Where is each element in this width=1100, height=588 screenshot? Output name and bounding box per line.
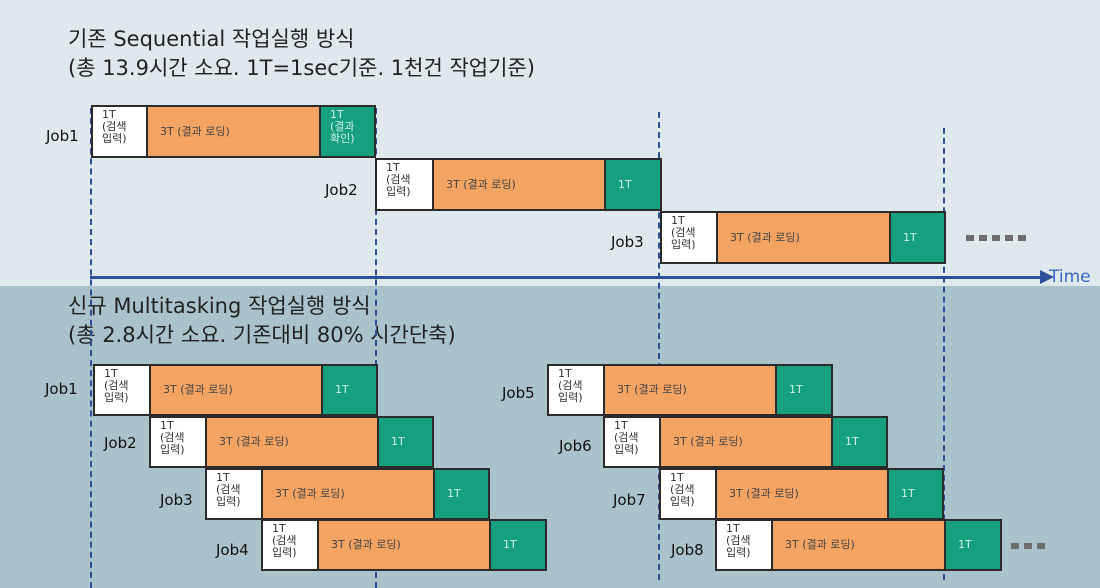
multi-job3-loading-step: 3T (결과 로딩) (261, 468, 435, 520)
seq-job2-loading-step: 3T (결과 로딩) (432, 158, 606, 211)
multi-job2-confirm-step: 1T (377, 416, 434, 468)
multi-job1-confirm-step: 1T (321, 364, 378, 416)
time-marker-line (90, 108, 92, 588)
multi-job2-input-step: 1T (검색 입력) (149, 416, 207, 468)
multi-job-label: Job8 (671, 541, 704, 559)
multi-job6-confirm-step: 1T (831, 416, 888, 468)
seq-job-label: Job3 (611, 233, 644, 251)
multi-job7-confirm-step: 1T (887, 468, 944, 520)
multi-job4-input-step: 1T (검색 입력) (261, 519, 319, 571)
multitasking-title: 신규 Multitasking 작업실행 방식 (68, 294, 371, 318)
multi-job5-loading-step: 3T (결과 로딩) (603, 364, 777, 416)
multi-job7-loading-step: 3T (결과 로딩) (715, 468, 889, 520)
time-axis-label: Time (1049, 267, 1091, 287)
sequential-subtitle: (총 13.9시간 소요. 1T=1sec기준. 1천건 작업기준) (68, 56, 535, 80)
time-marker-line (943, 128, 945, 580)
multi-job-label: Job3 (160, 491, 193, 509)
multi-job-label: Job5 (502, 384, 535, 402)
multi-job1-loading-step: 3T (결과 로딩) (149, 364, 323, 416)
seq-job-label: Job2 (325, 181, 358, 199)
continuation-dots-icon (966, 235, 1026, 241)
multi-job5-input-step: 1T (검색 입력) (547, 364, 605, 416)
seq-job1-loading-step: 3T (결과 로딩) (146, 105, 321, 158)
seq-job3-input-step: 1T (검색 입력) (660, 211, 718, 264)
multi-job-label: Job7 (613, 491, 646, 509)
seq-job3-loading-step: 3T (결과 로딩) (716, 211, 891, 264)
time-axis-arrow-icon (1040, 270, 1054, 284)
multi-job-label: Job1 (45, 380, 78, 398)
multi-job6-loading-step: 3T (결과 로딩) (659, 416, 833, 468)
time-marker-line (375, 108, 377, 588)
multi-job3-confirm-step: 1T (433, 468, 490, 520)
seq-job2-input-step: 1T (검색 입력) (375, 158, 434, 211)
multi-job2-loading-step: 3T (결과 로딩) (205, 416, 379, 468)
seq-job3-confirm-step: 1T (889, 211, 946, 264)
multi-job-label: Job2 (104, 434, 137, 452)
multi-job6-input-step: 1T (검색 입력) (603, 416, 661, 468)
time-marker-line (658, 112, 660, 580)
multi-job8-input-step: 1T (검색 입력) (715, 519, 773, 571)
multitasking-subtitle: (총 2.8시간 소요. 기존대비 80% 시간단축) (68, 323, 456, 347)
seq-job2-confirm-step: 1T (604, 158, 662, 211)
seq-job-label: Job1 (46, 127, 79, 145)
continuation-dots-icon (1011, 543, 1045, 549)
multi-job7-input-step: 1T (검색 입력) (659, 468, 717, 520)
seq-job1-confirm-step: 1T (결과 확인) (319, 105, 376, 158)
multi-job3-input-step: 1T (검색 입력) (205, 468, 263, 520)
multi-job-label: Job4 (216, 541, 249, 559)
time-axis-line (90, 276, 1045, 279)
multi-job8-confirm-step: 1T (944, 519, 1002, 571)
multi-job5-confirm-step: 1T (775, 364, 833, 416)
multi-job-label: Job6 (559, 437, 592, 455)
multi-job1-input-step: 1T (검색 입력) (93, 364, 151, 416)
multi-job4-loading-step: 3T (결과 로딩) (317, 519, 491, 571)
seq-job1-input-step: 1T (검색 입력) (91, 105, 148, 158)
multi-job4-confirm-step: 1T (489, 519, 547, 571)
sequential-title: 기존 Sequential 작업실행 방식 (68, 27, 355, 51)
multi-job8-loading-step: 3T (결과 로딩) (771, 519, 946, 571)
